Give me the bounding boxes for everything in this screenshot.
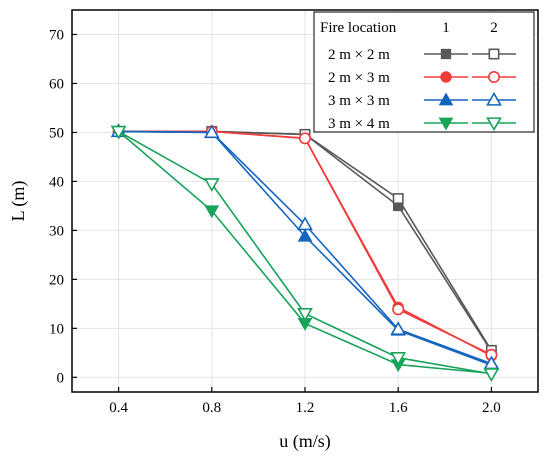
marker-circle-open bbox=[392, 303, 405, 316]
marker-triangle-down-open bbox=[297, 307, 313, 322]
y-tick-label: 0 bbox=[57, 370, 65, 386]
marker-circle-filled bbox=[440, 71, 452, 83]
marker-triangle-up-open bbox=[486, 91, 502, 106]
y-tick-label: 60 bbox=[49, 76, 64, 92]
x-tick-label: 2.0 bbox=[482, 400, 501, 416]
legend-header: Fire location bbox=[320, 20, 397, 36]
y-tick-label: 10 bbox=[49, 321, 64, 337]
marker-triangle-down-open bbox=[483, 368, 500, 382]
y-tick-label: 20 bbox=[49, 272, 64, 288]
legend-row: 3 m × 4 m bbox=[328, 116, 516, 132]
y-tick-label: 40 bbox=[49, 174, 64, 190]
x-axis-label: u (m/s) bbox=[279, 431, 331, 452]
y-tick-label: 70 bbox=[49, 27, 64, 43]
series-8 bbox=[110, 125, 500, 382]
marker-triangle-up-open bbox=[390, 321, 407, 335]
marker-triangle-down-filled bbox=[438, 117, 454, 131]
legend-row: 2 m × 3 m bbox=[328, 70, 516, 86]
y-tick-label: 50 bbox=[49, 125, 64, 141]
marker-triangle-down-open bbox=[203, 178, 220, 192]
legend-entry-label: 3 m × 3 m bbox=[328, 93, 390, 109]
legend-rows: 2 m × 2 m 2 m × 3 m 3 m × 3 m 3 m × 4 m bbox=[328, 47, 516, 132]
legend-box bbox=[313, 11, 535, 133]
marker-triangle-up-filled bbox=[297, 228, 313, 242]
marker-triangle-down-open bbox=[110, 125, 127, 140]
legend-entry-label: 3 m × 4 m bbox=[328, 116, 390, 132]
x-tick-label: 1.2 bbox=[296, 400, 315, 416]
marker-circle-open bbox=[298, 132, 311, 145]
y-axis-label: L (m) bbox=[8, 181, 29, 222]
legend-row: 2 m × 2 m bbox=[328, 47, 516, 63]
legend-row: 3 m × 3 m bbox=[328, 91, 516, 109]
legend-entry-label: 2 m × 2 m bbox=[328, 47, 390, 63]
x-tick-label: 1.6 bbox=[389, 400, 408, 416]
marker-triangle-up-filled bbox=[438, 92, 454, 106]
legend: Fire location 1 2 2 m × 2 m 2 m × 3 m 3 m … bbox=[313, 11, 535, 133]
marker-square-filled bbox=[440, 48, 452, 60]
marker-triangle-up-open bbox=[203, 124, 220, 139]
legend-column-2-label: 2 bbox=[490, 20, 498, 36]
marker-triangle-down-open bbox=[486, 117, 502, 132]
x-tick-label: 0.8 bbox=[202, 400, 221, 416]
marker-triangle-down-open bbox=[390, 352, 407, 366]
marker-triangle-down-filled bbox=[204, 205, 220, 219]
marker-square-open bbox=[392, 193, 404, 205]
legend-column-1-label: 1 bbox=[442, 20, 450, 36]
marker-square-open bbox=[488, 48, 500, 60]
series-layer bbox=[110, 123, 500, 382]
x-tick-label: 0.4 bbox=[109, 400, 128, 416]
marker-circle-open bbox=[487, 71, 500, 84]
y-tick-label: 30 bbox=[49, 223, 64, 239]
legend-entry-label: 2 m × 3 m bbox=[328, 70, 390, 86]
marker-triangle-up-open bbox=[297, 216, 313, 231]
axis-ticks: 0.4 0.8 1.2 1.6 2.0 0 10 20 30 40 50 60 70 bbox=[49, 27, 501, 416]
